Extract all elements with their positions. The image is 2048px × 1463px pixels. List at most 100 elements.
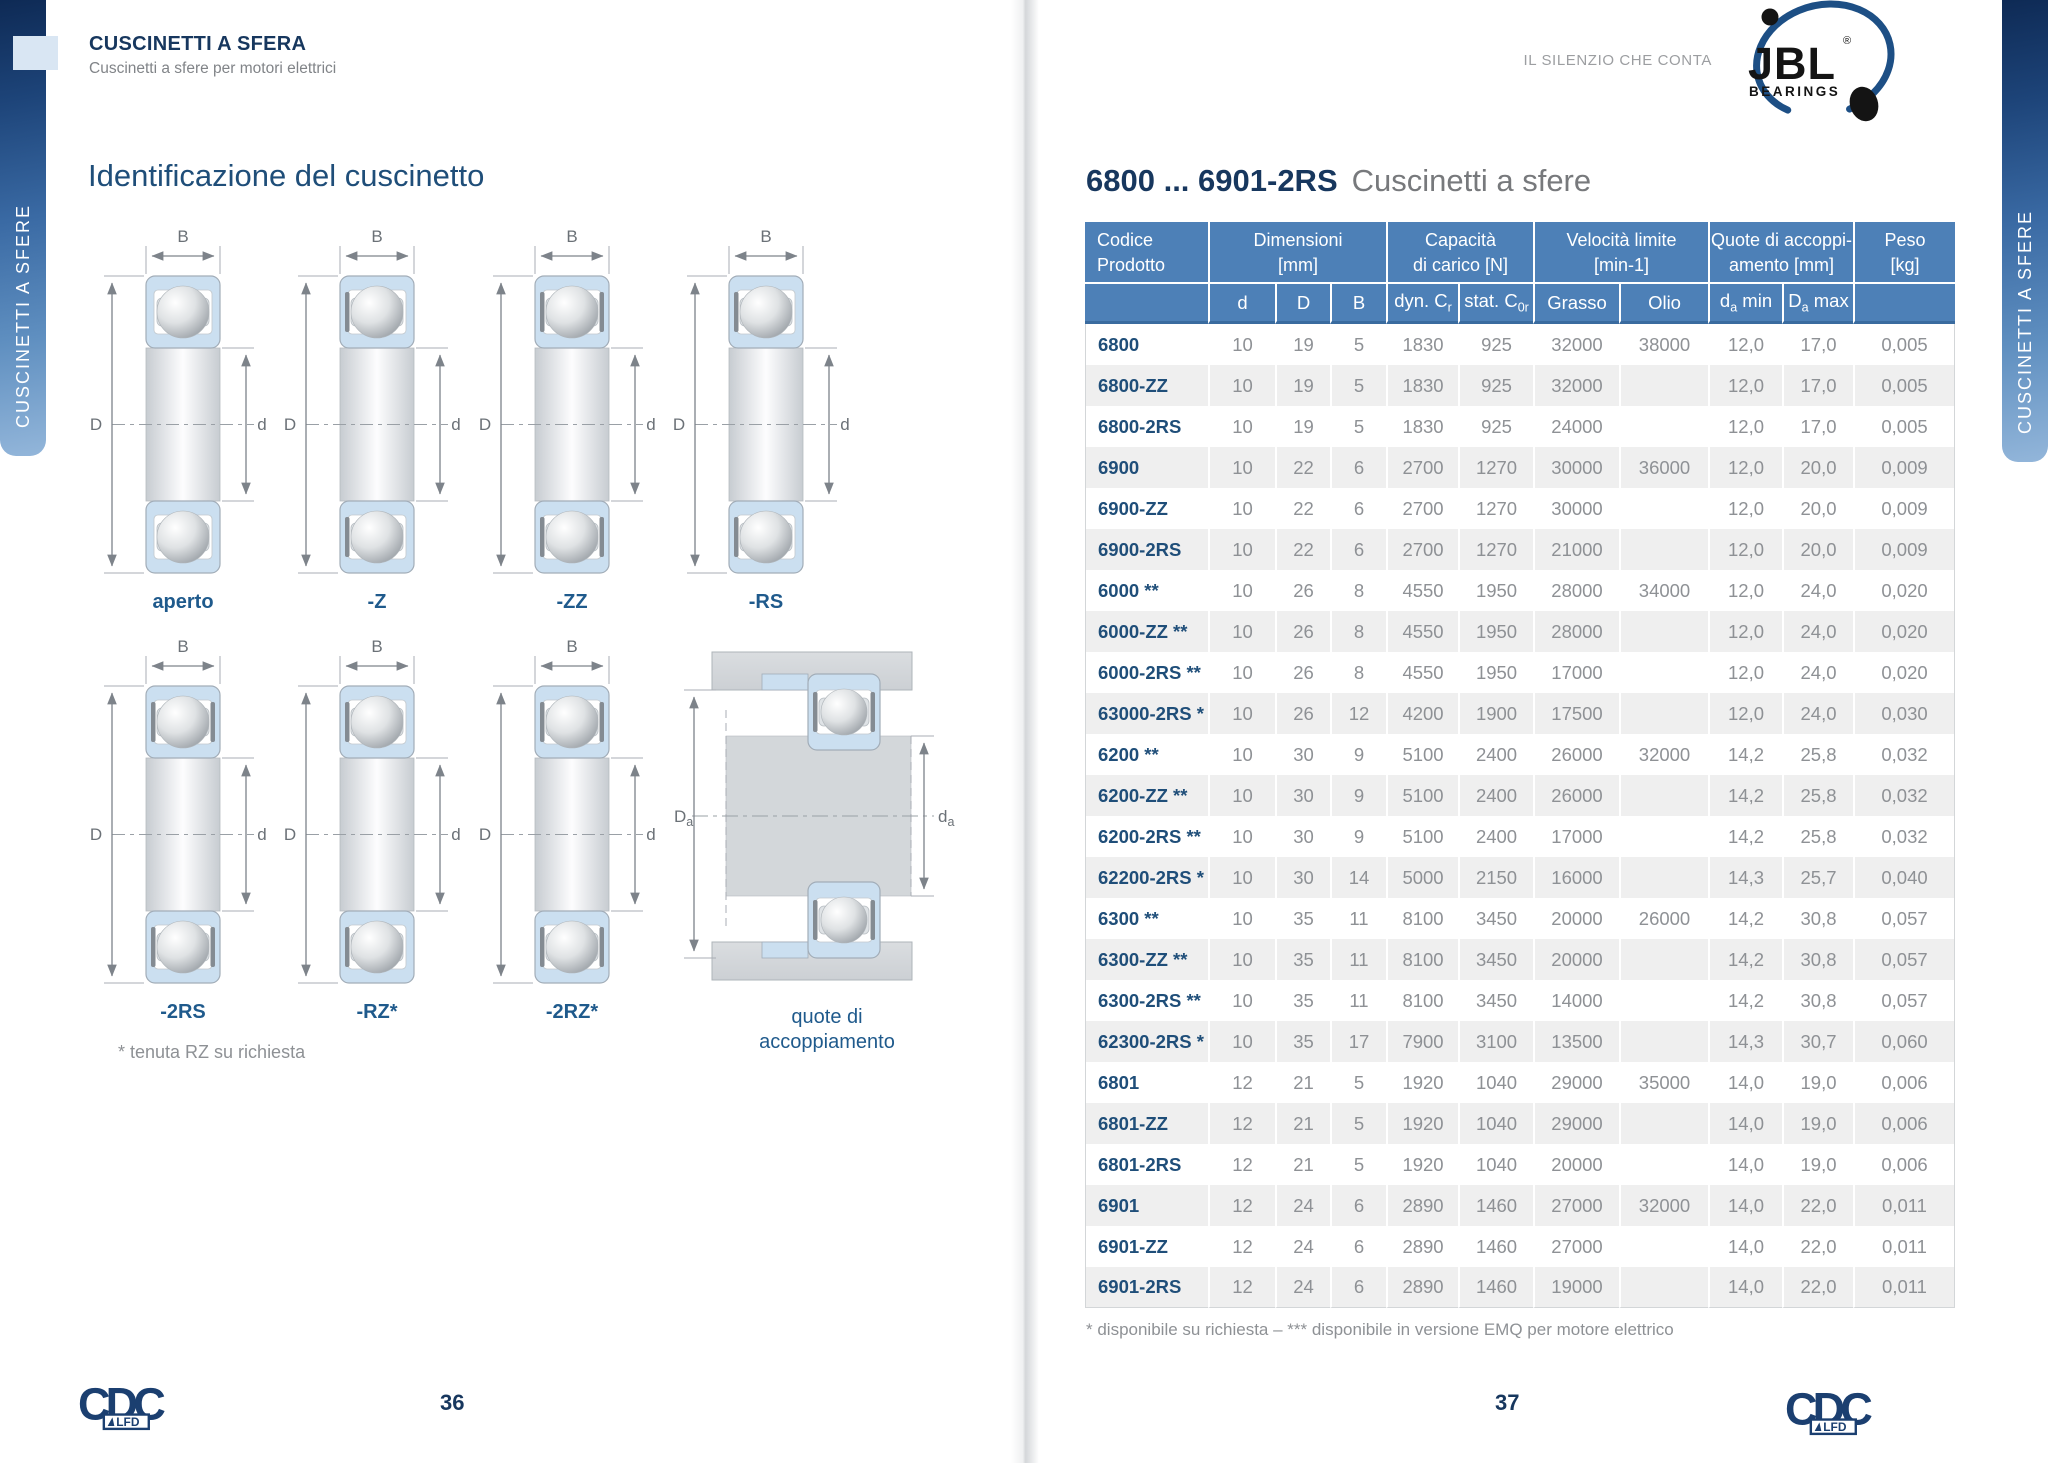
cell-value: 12 xyxy=(1208,1062,1275,1103)
cell-value: 20000 xyxy=(1533,898,1620,939)
cell-value: 8 xyxy=(1330,652,1387,693)
cell-value: 5 xyxy=(1330,324,1387,365)
column-header: Olio xyxy=(1619,284,1709,324)
cell-value: 35 xyxy=(1275,939,1330,980)
cell-value: 12 xyxy=(1208,1185,1275,1226)
header-accent-square xyxy=(13,36,58,70)
cell-value: 17,0 xyxy=(1782,324,1854,365)
table-row: 6300-ZZ ** 10 35 11 8100 3450 20000 14,2 30,8 0,0… xyxy=(1085,939,1956,980)
column-header: stat. C0r xyxy=(1458,284,1534,324)
cell-value: 14,0 xyxy=(1708,1226,1783,1267)
cell-value: 1950 xyxy=(1458,652,1534,693)
cell-value: 14,0 xyxy=(1708,1103,1783,1144)
cell-product-code: 6801-ZZ xyxy=(1085,1103,1208,1144)
cell-value: 0,020 xyxy=(1853,611,1956,652)
cell-value: 0,020 xyxy=(1853,652,1956,693)
svg-text:D: D xyxy=(673,415,685,434)
mounting-cross-section: Da da xyxy=(674,651,954,981)
table-group-header-row: Codice Prodotto Dimensioni [mm] Capacità di c… xyxy=(1085,222,1956,284)
cell-value: 0,011 xyxy=(1853,1267,1956,1308)
cell-value: 1040 xyxy=(1458,1062,1534,1103)
brand-sub: BEARINGS xyxy=(1749,84,1840,99)
column-group: Velocità limite [min-1] xyxy=(1533,222,1709,284)
cell-value: 30000 xyxy=(1533,488,1620,529)
cell-value: 6 xyxy=(1330,1267,1387,1308)
cell-value: 10 xyxy=(1208,980,1275,1021)
cell-value: 1460 xyxy=(1458,1185,1534,1226)
cell-value: 2400 xyxy=(1458,775,1534,816)
cell-value: 0,006 xyxy=(1853,1103,1956,1144)
cell-value: 1920 xyxy=(1386,1144,1459,1185)
title-description: Cuscinetti a sfere xyxy=(1351,163,1592,198)
cell-value: 925 xyxy=(1458,406,1534,447)
cell-value: 1830 xyxy=(1386,365,1459,406)
svg-text:D: D xyxy=(90,415,102,434)
page-number-right: 37 xyxy=(1495,1390,1520,1415)
cell-product-code: 6200-2RS ** xyxy=(1085,816,1208,857)
cell-value: 14,0 xyxy=(1708,1062,1783,1103)
cell-value: 8 xyxy=(1330,570,1387,611)
cell-product-code: 6900-2RS xyxy=(1085,529,1208,570)
cell-value: 22 xyxy=(1275,488,1330,529)
cell-value: 30 xyxy=(1275,816,1330,857)
mounting-diagram: Da da quote di accoppiamento xyxy=(672,640,982,1055)
diagram-label: -ZZ xyxy=(556,591,588,613)
cell-value: 12,0 xyxy=(1708,611,1783,652)
diagram-label: -2RS xyxy=(160,1001,206,1023)
cell-value: 14,0 xyxy=(1708,1267,1783,1308)
cell-value: 30 xyxy=(1275,857,1330,898)
cell-value: 2890 xyxy=(1386,1226,1459,1267)
svg-text:d: d xyxy=(840,415,849,434)
cell-value: 0,011 xyxy=(1853,1185,1956,1226)
cell-value: 3450 xyxy=(1458,980,1534,1021)
svg-text:B: B xyxy=(177,638,188,656)
cell-value: 3100 xyxy=(1458,1021,1534,1062)
cell-product-code: 63000-2RS * xyxy=(1085,693,1208,734)
table-row: 6801-ZZ 12 21 5 1920 1040 29000 14,0 19,0 0,006 xyxy=(1085,1103,1956,1144)
cell-value: 19 xyxy=(1275,406,1330,447)
column-header: da min xyxy=(1708,284,1783,324)
cell-value: 0,005 xyxy=(1853,406,1956,447)
cell-value: 0,057 xyxy=(1853,898,1956,939)
cell-value: 28000 xyxy=(1533,611,1620,652)
svg-text:D: D xyxy=(90,825,102,844)
cell-value: 0,011 xyxy=(1853,1226,1956,1267)
cell-value: 25,7 xyxy=(1782,857,1854,898)
svg-text:D: D xyxy=(479,825,491,844)
cell-value: 17000 xyxy=(1533,816,1620,857)
cell-value: 30,8 xyxy=(1782,980,1854,1021)
cell-value: 6 xyxy=(1330,529,1387,570)
cell-product-code: 62300-2RS * xyxy=(1085,1021,1208,1062)
cell-value xyxy=(1619,365,1709,406)
table-row: 6000-2RS ** 10 26 8 4550 1950 17000 12,0 24,0 0,0… xyxy=(1085,652,1956,693)
cell-value: 11 xyxy=(1330,939,1387,980)
cell-value xyxy=(1619,529,1709,570)
cell-value: 32000 xyxy=(1533,324,1620,365)
table-row: 6801 12 21 5 1920 1040 29000 35000 14,0 19,0 0,006 xyxy=(1085,1062,1956,1103)
cell-value: 25,8 xyxy=(1782,775,1854,816)
cell-value: 20,0 xyxy=(1782,488,1854,529)
cell-value: 4200 xyxy=(1386,693,1459,734)
cell-product-code: 6801 xyxy=(1085,1062,1208,1103)
cell-product-code: 6800 xyxy=(1085,324,1208,365)
cell-value: 4550 xyxy=(1386,570,1459,611)
cell-value xyxy=(1619,857,1709,898)
bearing-cross-section: B D d xyxy=(90,637,267,984)
cell-value: 10 xyxy=(1208,447,1275,488)
bearing-cross-section: B D d xyxy=(284,637,461,984)
table-row: 6300-2RS ** 10 35 11 8100 3450 14000 14,2 30,8 0,… xyxy=(1085,980,1956,1021)
cell-product-code: 6200-ZZ ** xyxy=(1085,775,1208,816)
cell-value: 10 xyxy=(1208,652,1275,693)
column-header: B xyxy=(1330,284,1387,324)
cell-value: 0,009 xyxy=(1853,529,1956,570)
table-row: 6901-ZZ 12 24 6 2890 1460 27000 14,0 22,0 0,011 xyxy=(1085,1226,1956,1267)
cell-value: 2400 xyxy=(1458,734,1534,775)
cell-value: 1950 xyxy=(1458,611,1534,652)
table-row: 62300-2RS * 10 35 17 7900 3100 13500 14,3 30,7 0,… xyxy=(1085,1021,1956,1062)
cell-value: 8100 xyxy=(1386,898,1459,939)
left-footnote: * tenuta RZ su richiesta xyxy=(118,1042,306,1062)
cell-value: 24,0 xyxy=(1782,570,1854,611)
